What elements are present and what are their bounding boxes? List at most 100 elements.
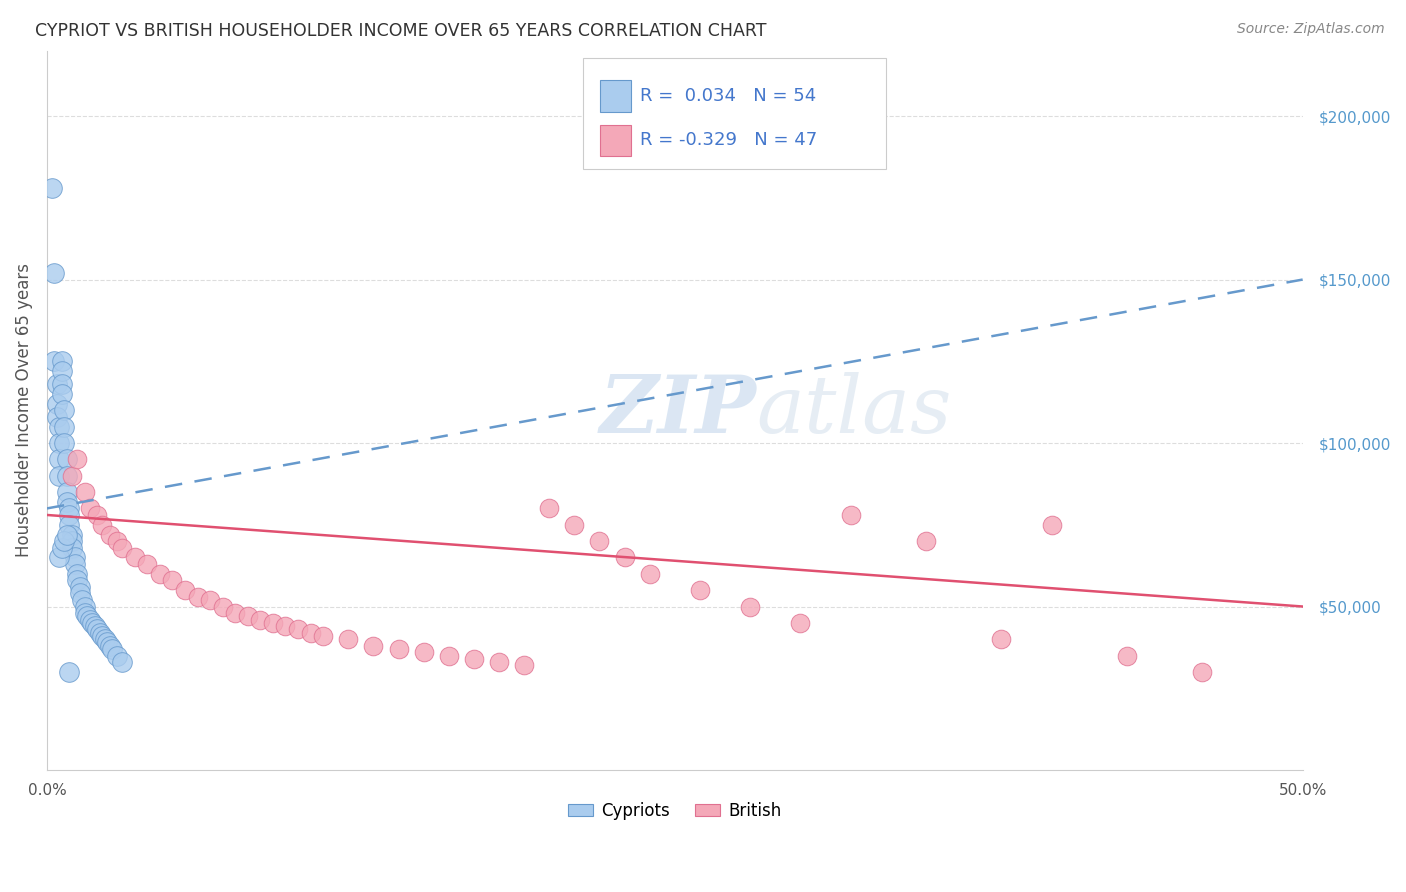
Point <box>82 615 104 630</box>
Point <box>789 615 811 630</box>
Point <box>274 619 297 633</box>
Point <box>86 623 108 637</box>
Point <box>56 485 79 500</box>
Point <box>48 550 70 565</box>
Point <box>60 534 83 549</box>
Text: atlas: atlas <box>756 372 952 449</box>
Text: R =  0.034   N = 54: R = 0.034 N = 54 <box>640 87 815 105</box>
Point <box>44 354 66 368</box>
Text: CYPRIOT VS BRITISH HOUSEHOLDER INCOME OVER 65 YEARS CORRELATION CHART: CYPRIOT VS BRITISH HOUSEHOLDER INCOME OV… <box>35 22 766 40</box>
Point <box>56 452 79 467</box>
Point <box>337 632 360 647</box>
Point <box>45 397 67 411</box>
Point <box>98 527 121 541</box>
Point <box>69 580 91 594</box>
Point <box>299 625 322 640</box>
Point <box>83 619 105 633</box>
Point <box>60 527 83 541</box>
Point <box>86 508 108 522</box>
Point <box>51 377 73 392</box>
Point <box>51 364 73 378</box>
Point <box>58 517 80 532</box>
Point <box>689 583 711 598</box>
Point <box>111 655 134 669</box>
Point <box>198 593 221 607</box>
Point <box>101 642 124 657</box>
Point <box>224 606 246 620</box>
Point <box>111 541 134 555</box>
Point <box>58 508 80 522</box>
Point <box>915 534 938 549</box>
Point <box>488 655 510 669</box>
Point <box>1040 517 1063 532</box>
Point <box>53 403 76 417</box>
Point <box>60 541 83 555</box>
Point <box>162 574 184 588</box>
Point <box>1115 648 1137 663</box>
Point <box>124 550 146 565</box>
Point <box>69 586 91 600</box>
Point <box>73 599 96 614</box>
Point <box>41 181 63 195</box>
Point <box>538 501 561 516</box>
Point <box>990 632 1012 647</box>
Point <box>236 609 259 624</box>
Point <box>76 609 98 624</box>
Point <box>249 613 271 627</box>
Point <box>63 557 86 571</box>
Point <box>588 534 610 549</box>
Point <box>149 566 172 581</box>
Point <box>58 665 80 679</box>
Point <box>51 354 73 368</box>
Point <box>105 648 128 663</box>
Point <box>136 557 159 571</box>
Text: R = -0.329   N = 47: R = -0.329 N = 47 <box>640 131 817 150</box>
Point <box>613 550 636 565</box>
Point <box>287 623 309 637</box>
Point <box>174 583 197 598</box>
Point <box>98 639 121 653</box>
Point <box>53 419 76 434</box>
Point <box>66 452 89 467</box>
Point <box>437 648 460 663</box>
Point <box>56 527 79 541</box>
Point <box>79 613 101 627</box>
Point <box>211 599 233 614</box>
Point <box>412 645 434 659</box>
Point <box>1191 665 1213 679</box>
Point <box>740 599 762 614</box>
Point <box>363 639 385 653</box>
Point <box>66 566 89 581</box>
Point <box>45 377 67 392</box>
Point <box>562 517 585 532</box>
Text: ZIP: ZIP <box>599 372 756 449</box>
Point <box>262 615 284 630</box>
Text: Source: ZipAtlas.com: Source: ZipAtlas.com <box>1237 22 1385 37</box>
Point <box>73 485 96 500</box>
Point <box>387 642 409 657</box>
Point <box>58 501 80 516</box>
Point <box>60 468 83 483</box>
Point <box>105 534 128 549</box>
Point <box>51 387 73 401</box>
Point <box>53 436 76 450</box>
Point <box>48 419 70 434</box>
Point <box>89 625 111 640</box>
Point <box>51 541 73 555</box>
Point <box>63 550 86 565</box>
Point <box>638 566 661 581</box>
Point <box>48 452 70 467</box>
Y-axis label: Householder Income Over 65 years: Householder Income Over 65 years <box>15 263 32 558</box>
Point <box>79 501 101 516</box>
Point <box>312 629 335 643</box>
Point <box>839 508 862 522</box>
Point <box>96 635 118 649</box>
Point <box>513 658 536 673</box>
Point <box>70 593 93 607</box>
Point <box>93 632 115 647</box>
Point <box>73 606 96 620</box>
Point <box>48 468 70 483</box>
Point <box>91 629 114 643</box>
Point <box>56 468 79 483</box>
Point <box>463 652 485 666</box>
